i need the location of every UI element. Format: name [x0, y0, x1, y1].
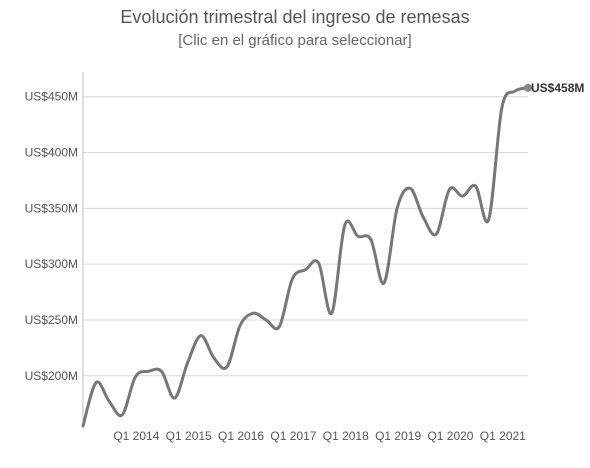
x-tick-label: Q1 2019 — [375, 429, 421, 443]
y-tick-label: US$400M — [25, 146, 78, 160]
y-tick-label: US$200M — [25, 369, 78, 383]
chart-subtitle[interactable]: [Clic en el gráfico para seleccionar] — [178, 32, 412, 49]
y-tick-label: US$450M — [25, 90, 78, 104]
x-tick-label: Q1 2015 — [166, 429, 212, 443]
y-tick-label: US$350M — [25, 201, 78, 215]
x-tick-label: Q1 2018 — [323, 429, 369, 443]
end-point-marker[interactable] — [524, 83, 532, 92]
x-tick-label: Q1 2021 — [480, 429, 526, 443]
x-tick-label: Q1 2020 — [427, 429, 473, 443]
y-tick-label: US$300M — [25, 257, 78, 271]
series-line[interactable] — [81, 86, 530, 428]
y-tick-label: US$250M — [25, 313, 78, 327]
chart-title-block: Evolución trimestral del ingreso de reme… — [0, 6, 590, 51]
x-tick-label: Q1 2017 — [270, 429, 316, 443]
end-value-label: US$458M — [531, 81, 584, 95]
x-tick-label: Q1 2016 — [218, 429, 264, 443]
chart-title: Evolución trimestral del ingreso de reme… — [120, 7, 470, 27]
x-tick-label: Q1 2014 — [113, 429, 159, 443]
